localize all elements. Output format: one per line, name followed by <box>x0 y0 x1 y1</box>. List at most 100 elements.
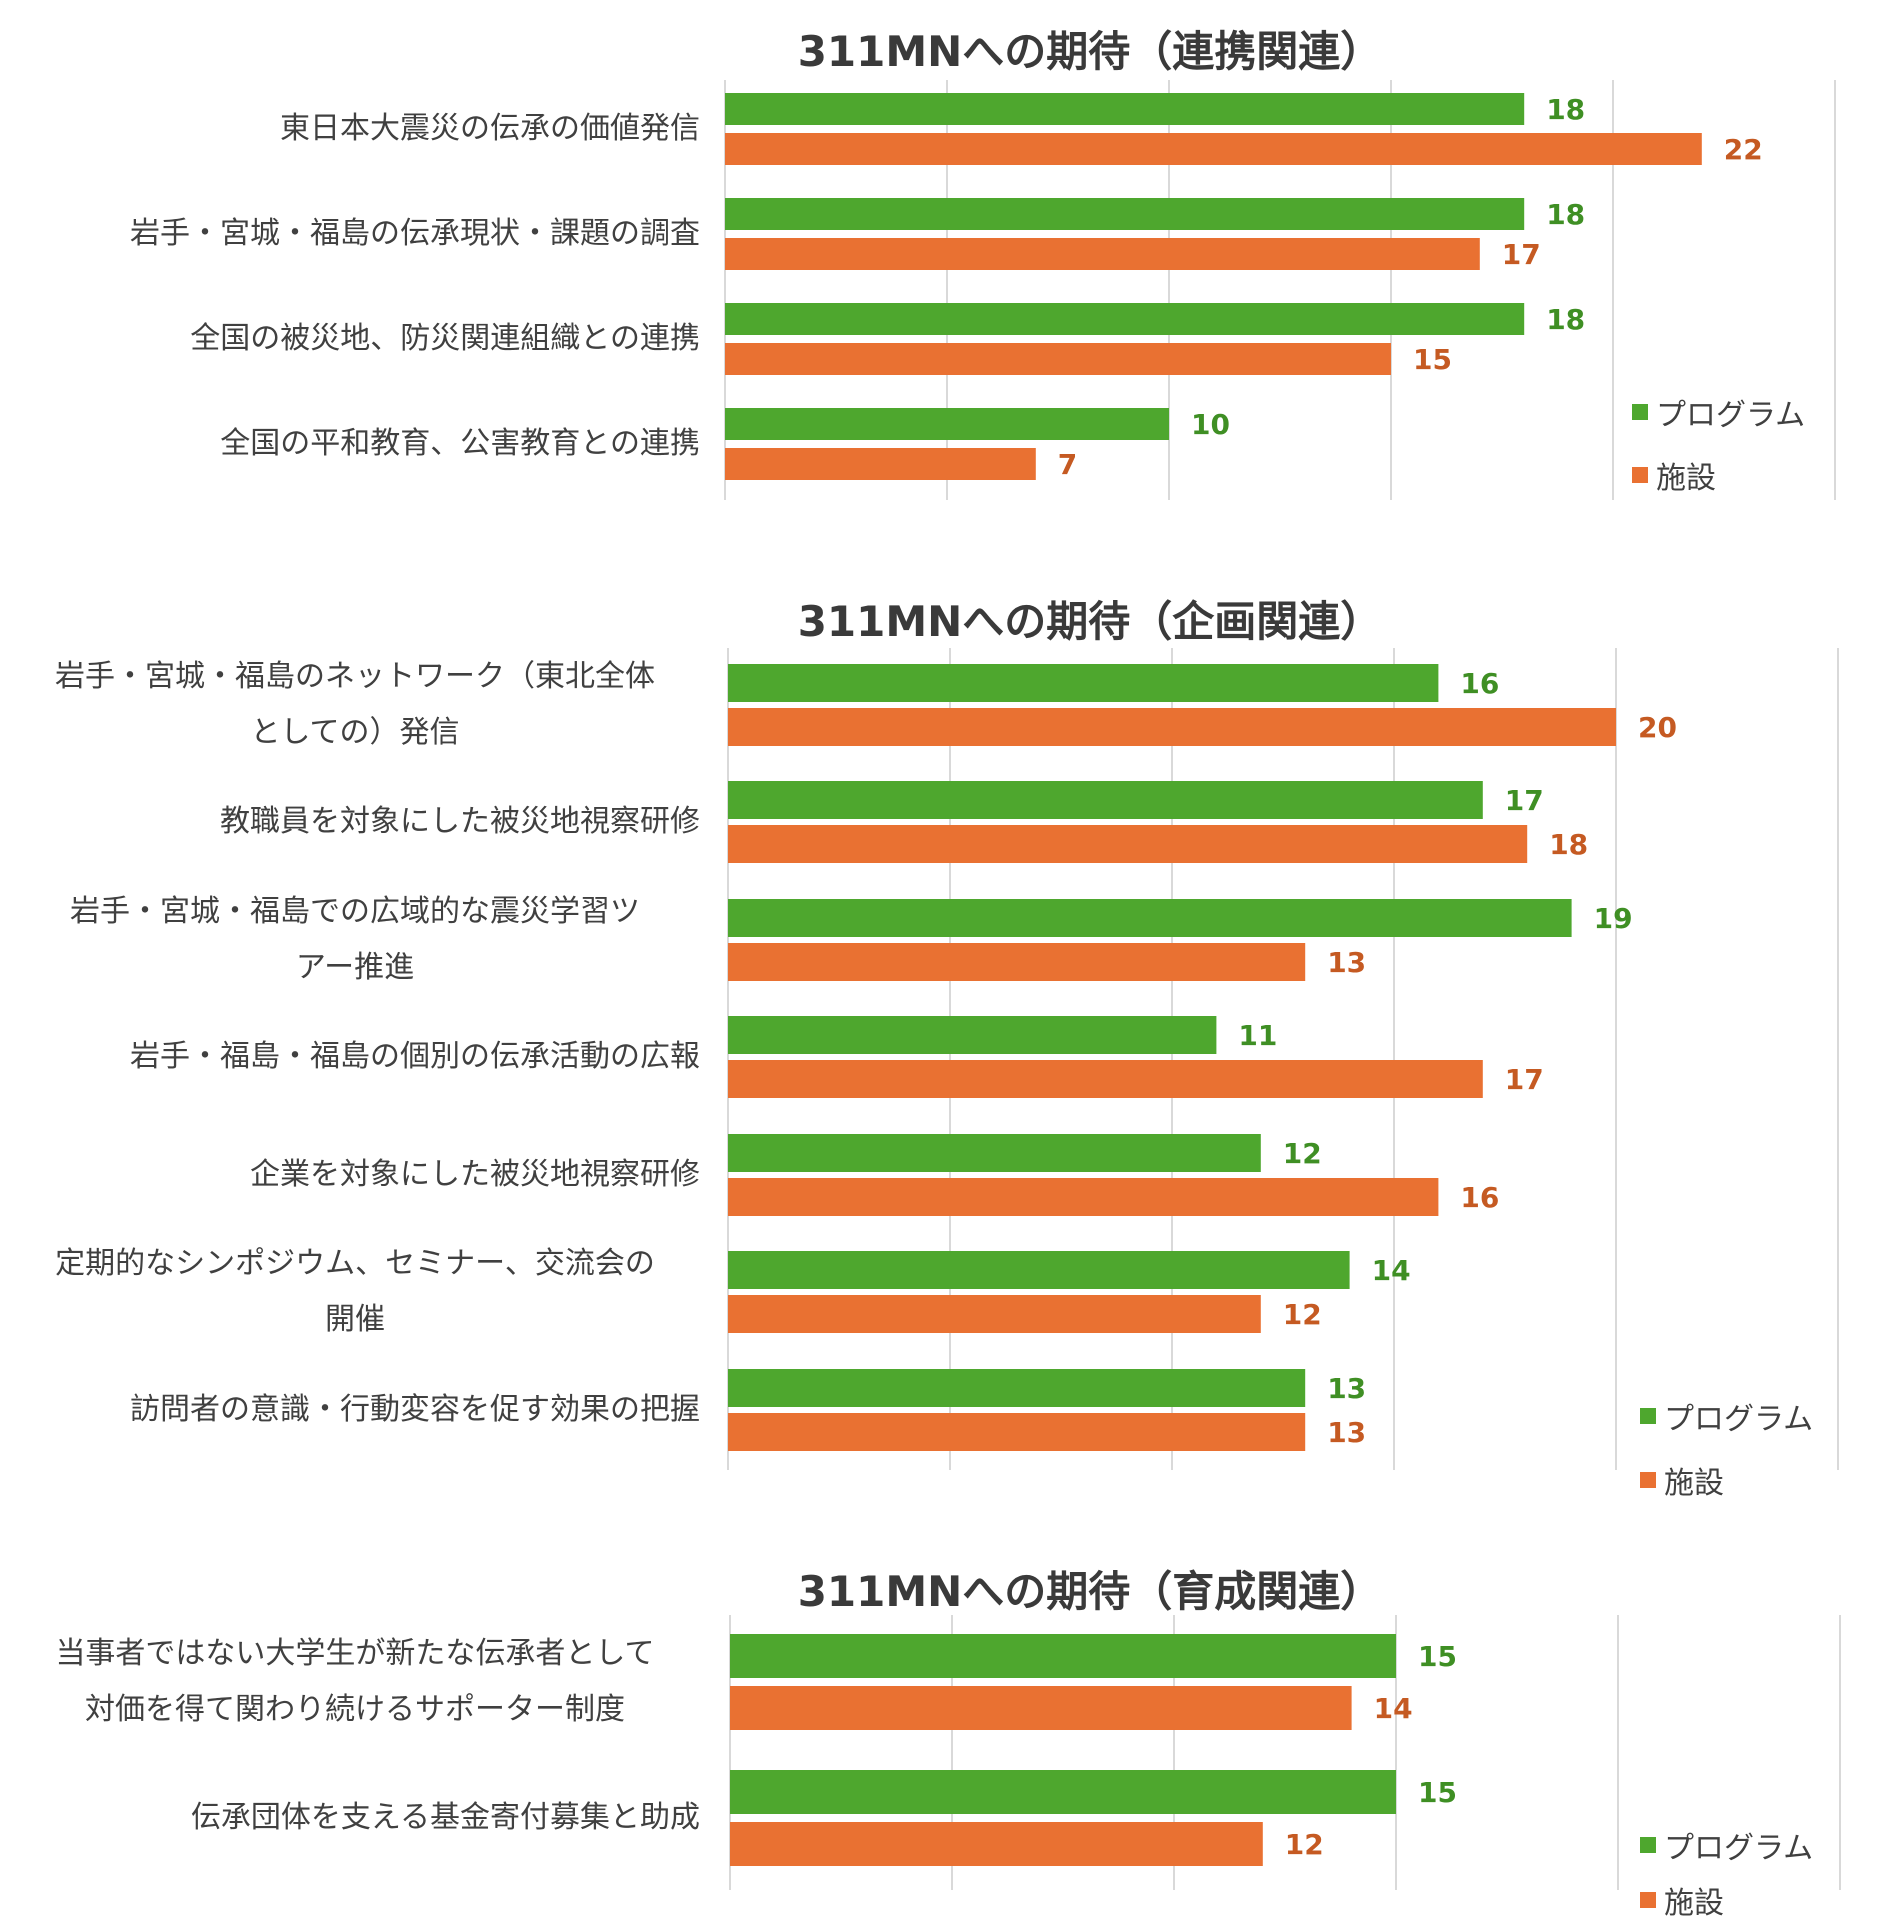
data-label: 18 <box>1546 198 1585 231</box>
legend-swatch <box>1640 1408 1656 1424</box>
bar-program <box>730 1634 1396 1678</box>
data-label: 15 <box>1413 343 1452 376</box>
category-label: 岩手・宮城・福島の伝承現状・課題の調査 <box>10 206 700 262</box>
category-label: 当事者ではない大学生が新たな伝承者として 対価を得て関わり続けるサポーター制度 <box>10 1626 700 1738</box>
bar-facility <box>728 1178 1439 1216</box>
data-label: 18 <box>1546 93 1585 126</box>
category-label-line: 企業を対象にした被災地視察研修 <box>250 1157 700 1192</box>
bar-program <box>730 1770 1396 1814</box>
data-label: 12 <box>1285 1828 1324 1861</box>
category-label-line: 岩手・宮城・福島での広域的な震災学習ツ <box>70 894 640 929</box>
category-label-line: 伝承団体を支える基金寄付募集と助成 <box>190 1800 700 1835</box>
bar-program <box>728 1251 1350 1289</box>
category-label: 伝承団体を支える基金寄付募集と助成 <box>10 1790 700 1846</box>
bar-program <box>728 781 1483 819</box>
bar-program <box>728 664 1439 702</box>
category-label-line: 定期的なシンポジウム、セミナー、交流会の <box>55 1246 655 1281</box>
category-label: 企業を対象にした被災地視察研修 <box>10 1147 700 1203</box>
category-label-line: 全国の被災地、防災関連組織との連携 <box>190 321 700 356</box>
bar-facility <box>728 1060 1483 1098</box>
data-label: 17 <box>1502 238 1541 271</box>
bar-facility <box>728 825 1528 863</box>
category-label-line: としての）発信 <box>250 715 460 750</box>
category-label-line: アー推進 <box>295 950 415 985</box>
bar-program <box>728 1369 1306 1407</box>
legend-label: 施設 <box>1664 1886 1724 1921</box>
legend-item-facility: 施設 <box>1640 1878 1724 1922</box>
bar-program <box>725 303 1525 335</box>
data-label: 14 <box>1372 1254 1411 1287</box>
category-label: 岩手・宮城・福島のネットワーク（東北全体 としての）発信 <box>10 649 700 761</box>
legend-swatch <box>1640 1472 1656 1488</box>
category-label: 訪問者の意識・行動変容を促す効果の把握 <box>10 1382 700 1438</box>
category-label-line: 教職員を対象にした被災地視察研修 <box>220 804 700 839</box>
bar-facility <box>725 133 1702 165</box>
legend-swatch <box>1640 1837 1656 1853</box>
bar-facility <box>728 708 1616 746</box>
legend-label: プログラム <box>1656 398 1806 433</box>
bar-facility <box>728 943 1306 981</box>
category-label: 岩手・宮城・福島での広域的な震災学習ツ アー推進 <box>10 884 700 996</box>
chart-title: 311MNへの期待（育成関連） <box>797 1567 1383 1616</box>
data-label: 12 <box>1283 1137 1322 1170</box>
legend-swatch <box>1640 1892 1656 1908</box>
bar-facility <box>725 448 1036 480</box>
data-label: 13 <box>1327 1372 1366 1405</box>
legend-swatch <box>1632 467 1648 483</box>
bar-facility <box>730 1686 1352 1730</box>
bar-program <box>728 1016 1217 1054</box>
bar-program <box>725 408 1169 440</box>
data-label: 20 <box>1638 711 1677 744</box>
data-label: 18 <box>1546 303 1585 336</box>
bar-facility <box>728 1413 1306 1451</box>
category-label-line: 開催 <box>325 1302 385 1337</box>
category-label-line: 訪問者の意識・行動変容を促す効果の把握 <box>130 1392 700 1427</box>
data-label: 22 <box>1724 133 1763 166</box>
legend-item-facility: 施設 <box>1632 453 1716 497</box>
category-label: 全国の平和教育、公害教育との連携 <box>10 416 700 472</box>
data-label: 15 <box>1418 1776 1457 1809</box>
data-label: 11 <box>1238 1019 1277 1052</box>
category-label: 全国の被災地、防災関連組織との連携 <box>10 311 700 367</box>
category-label-line: 対価を得て関わり続けるサポーター制度 <box>85 1692 625 1727</box>
legend-item-facility: 施設 <box>1640 1458 1724 1502</box>
chart-title: 311MNへの期待（連携関連） <box>797 27 1383 76</box>
category-label: 定期的なシンポジウム、セミナー、交流会の 開催 <box>10 1236 700 1348</box>
data-label: 17 <box>1505 784 1544 817</box>
category-label-line: 岩手・宮城・福島のネットワーク（東北全体 <box>55 659 655 694</box>
legend-swatch <box>1632 404 1648 420</box>
bar-facility <box>725 343 1391 375</box>
data-label: 14 <box>1374 1692 1413 1725</box>
bar-facility <box>730 1822 1263 1866</box>
data-label: 10 <box>1191 408 1230 441</box>
data-label: 19 <box>1594 902 1633 935</box>
data-label: 17 <box>1505 1063 1544 1096</box>
legend-label: プログラム <box>1664 1402 1814 1437</box>
category-label: 東日本大震災の伝承の価値発信 <box>10 101 700 157</box>
data-label: 16 <box>1460 667 1499 700</box>
chart-title: 311MNへの期待（企画関連） <box>797 597 1383 646</box>
bar-facility <box>728 1295 1261 1333</box>
category-label-line: 当事者ではない大学生が新たな伝承者として <box>55 1636 655 1671</box>
category-label-line: 岩手・宮城・福島の伝承現状・課題の調査 <box>130 216 700 251</box>
category-label-line: 全国の平和教育、公害教育との連携 <box>220 426 700 461</box>
bar-facility <box>725 238 1480 270</box>
data-label: 13 <box>1327 1416 1366 1449</box>
data-label: 13 <box>1327 946 1366 979</box>
category-label-line: 東日本大震災の伝承の価値発信 <box>280 111 700 146</box>
category-label: 岩手・福島・福島の個別の伝承活動の広報 <box>10 1029 700 1085</box>
data-label: 7 <box>1058 448 1077 481</box>
data-label: 12 <box>1283 1298 1322 1331</box>
legend-label: 施設 <box>1656 461 1716 496</box>
legend-item-program: プログラム <box>1640 1394 1813 1438</box>
legend-item-program: プログラム <box>1632 390 1805 434</box>
data-label: 16 <box>1460 1181 1499 1214</box>
bar-program <box>728 899 1572 937</box>
bar-program <box>728 1134 1261 1172</box>
data-label: 15 <box>1418 1640 1457 1673</box>
bar-program <box>725 93 1525 125</box>
category-label: 教職員を対象にした被災地視察研修 <box>10 794 700 850</box>
legend-label: プログラム <box>1664 1831 1814 1866</box>
